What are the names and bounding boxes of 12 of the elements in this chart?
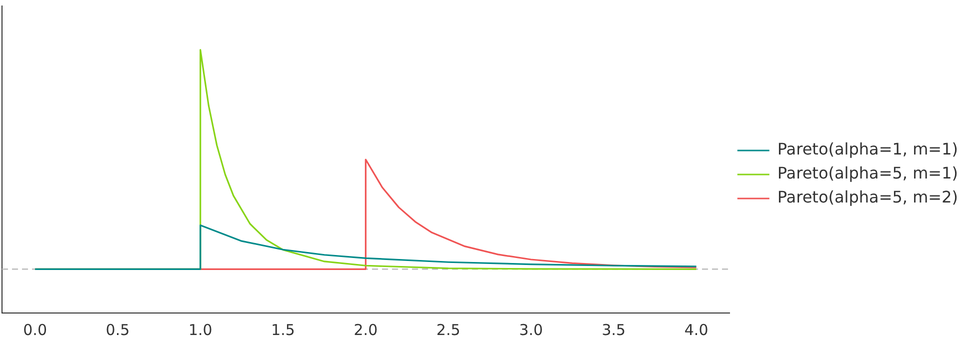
x-tick-label: 3.0	[519, 320, 543, 339]
x-tick-label: 2.5	[436, 320, 460, 339]
x-tick-label: 3.5	[602, 320, 626, 339]
legend-label: Pareto(alpha=5, m=1)	[777, 164, 958, 183]
x-tick-label: 4.0	[684, 320, 708, 339]
x-tick-label: 2.0	[354, 320, 378, 339]
legend-label: Pareto(alpha=5, m=2)	[777, 188, 958, 207]
x-tick-label: 1.5	[271, 320, 295, 339]
x-tick-label: 0.5	[106, 320, 130, 339]
legend-label: Pareto(alpha=1, m=1)	[777, 140, 958, 159]
x-tick-label: 1.0	[188, 320, 212, 339]
x-tick-label: 0.0	[23, 320, 47, 339]
